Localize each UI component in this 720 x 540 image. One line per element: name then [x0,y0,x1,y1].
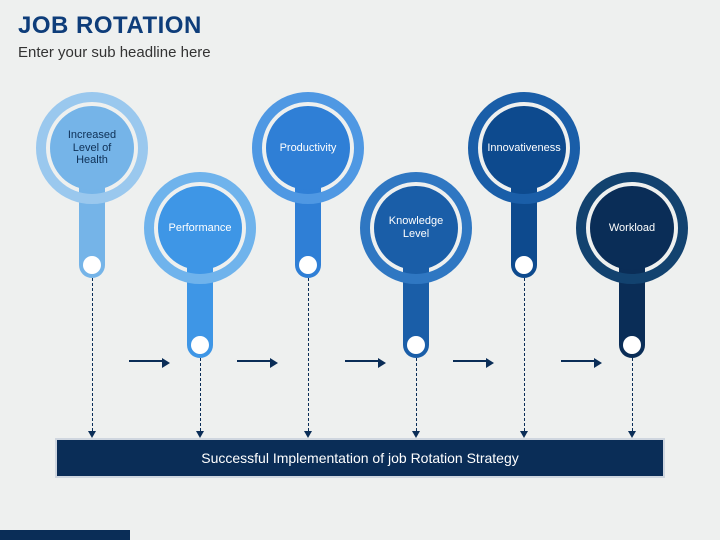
result-box-label: Successful Implementation of job Rotatio… [201,450,519,466]
down-connector [200,358,201,431]
node-connector-dot [83,256,101,274]
node-disc: Performance [158,186,242,270]
flow-arrow-icon [237,360,271,362]
node-connector-dot [515,256,533,274]
node-connector-dot [623,336,641,354]
down-arrowhead-icon [628,431,636,438]
node-disc: Increased Level of Health [50,106,134,190]
decorative-stripe [0,530,130,540]
node-label: Performance [163,222,238,235]
down-arrowhead-icon [520,431,528,438]
node-disc: Innovativeness [482,106,566,190]
node-connector-dot [191,336,209,354]
flow-arrow-icon [345,360,379,362]
down-arrowhead-icon [412,431,420,438]
node-connector-dot [407,336,425,354]
node-label: Productivity [274,142,343,155]
node-connector-dot [299,256,317,274]
node-label: Knowledge Level [374,215,458,240]
node-label: Increased Level of Health [50,129,134,167]
down-connector [632,358,633,431]
down-connector [308,278,309,431]
node-disc: Productivity [266,106,350,190]
node-disc: Knowledge Level [374,186,458,270]
node-label: Innovativeness [481,142,566,155]
down-connector [524,278,525,431]
node-label: Workload [603,222,661,235]
down-connector [416,358,417,431]
down-arrowhead-icon [88,431,96,438]
down-arrowhead-icon [196,431,204,438]
flow-arrow-icon [561,360,595,362]
node-disc: Workload [590,186,674,270]
flow-arrow-icon [453,360,487,362]
flow-arrow-icon [129,360,163,362]
down-arrowhead-icon [304,431,312,438]
down-connector [92,278,93,431]
result-box: Successful Implementation of job Rotatio… [55,438,665,478]
